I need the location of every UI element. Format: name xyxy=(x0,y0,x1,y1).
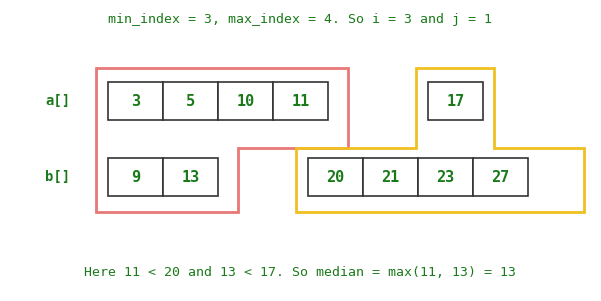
Bar xyxy=(418,158,473,196)
Text: 13: 13 xyxy=(182,169,200,185)
Text: 10: 10 xyxy=(236,94,255,108)
Bar xyxy=(363,158,418,196)
Text: 20: 20 xyxy=(326,169,344,185)
Bar xyxy=(308,158,363,196)
Bar xyxy=(273,82,328,120)
Text: b[]: b[] xyxy=(46,170,70,184)
Text: 9: 9 xyxy=(131,169,140,185)
Bar xyxy=(163,158,218,196)
Text: 27: 27 xyxy=(492,169,510,185)
Bar xyxy=(108,82,163,120)
Bar xyxy=(163,82,218,120)
Text: 21: 21 xyxy=(382,169,400,185)
Text: Here 11 < 20 and 13 < 17. So median = max(11, 13) = 13: Here 11 < 20 and 13 < 17. So median = ma… xyxy=(84,265,516,278)
Text: a[]: a[] xyxy=(46,94,70,108)
Text: 11: 11 xyxy=(291,94,310,108)
Bar xyxy=(428,82,483,120)
Text: min_index = 3, max_index = 4. So i = 3 and j = 1: min_index = 3, max_index = 4. So i = 3 a… xyxy=(108,14,492,26)
Bar xyxy=(108,158,163,196)
Bar xyxy=(473,158,528,196)
Text: 5: 5 xyxy=(186,94,195,108)
Text: 3: 3 xyxy=(131,94,140,108)
Text: 23: 23 xyxy=(436,169,454,185)
Bar xyxy=(218,82,273,120)
Text: 17: 17 xyxy=(447,94,465,108)
